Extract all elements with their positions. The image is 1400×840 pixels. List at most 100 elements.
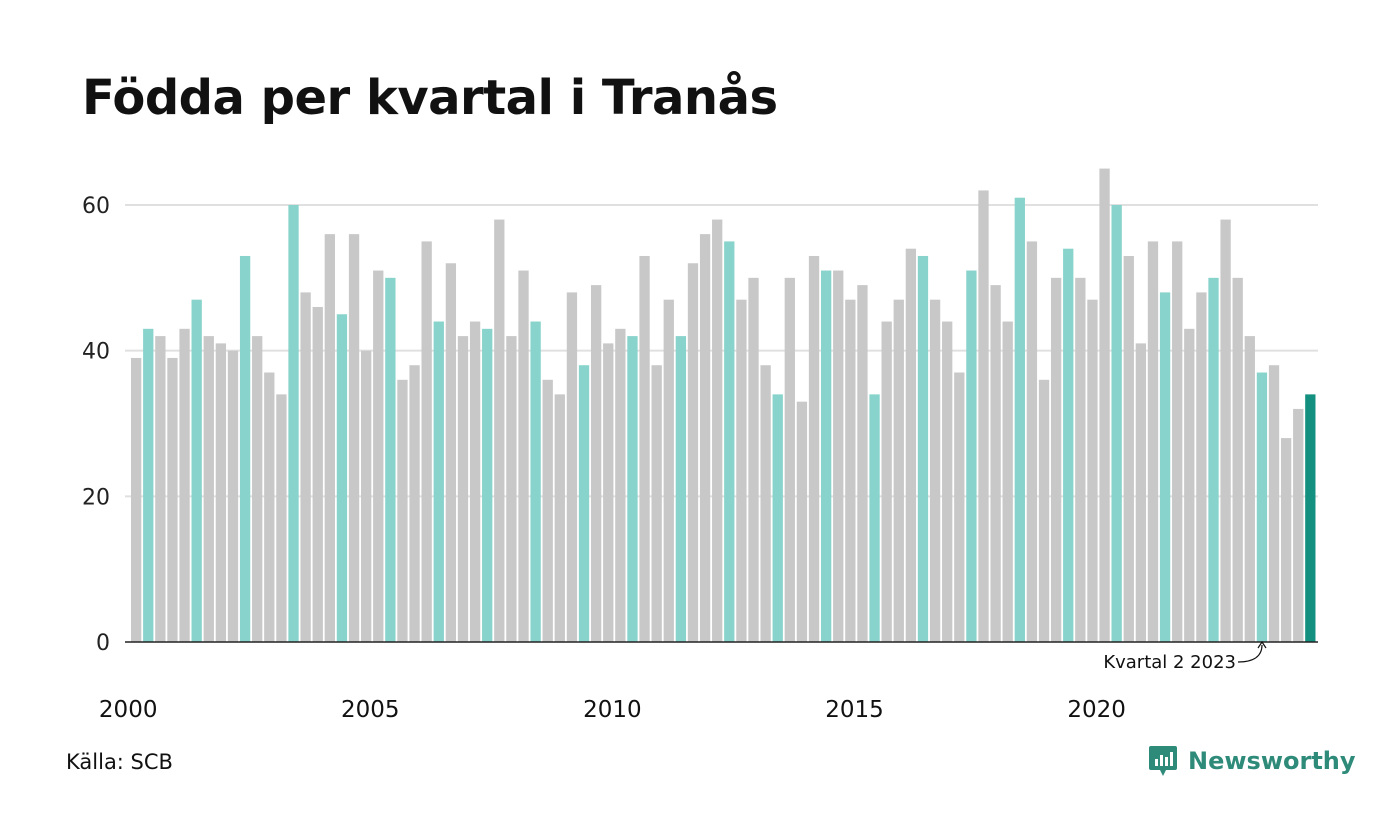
- bar: [590, 285, 602, 642]
- bar: [1063, 248, 1074, 642]
- bars: [131, 168, 1316, 643]
- bar: [167, 357, 178, 642]
- bar: [324, 234, 335, 642]
- x-tick-label: 2015: [825, 697, 884, 723]
- x-tick-label: 2000: [99, 697, 158, 723]
- bar: [264, 372, 275, 642]
- bar: [615, 328, 626, 642]
- bar: [893, 299, 904, 642]
- bar: [845, 299, 856, 642]
- bar: [469, 321, 481, 642]
- bar: [1002, 321, 1013, 642]
- bar: [131, 357, 142, 642]
- bar: [312, 306, 323, 642]
- y-axis-ticks: 0 20 40 60: [82, 194, 110, 656]
- bar: [457, 336, 469, 642]
- x-tick-label: 2020: [1067, 697, 1126, 723]
- bar: [336, 314, 348, 642]
- brand-name: Newsworthy: [1188, 747, 1356, 775]
- bar: [227, 350, 239, 642]
- bar: [252, 336, 263, 642]
- bar: [990, 285, 1001, 642]
- bar: [869, 394, 880, 642]
- bar: [1184, 328, 1195, 642]
- bar: [1196, 292, 1207, 642]
- bar: [433, 321, 444, 642]
- bar: [203, 336, 214, 642]
- bar: [857, 285, 868, 642]
- bar: [373, 270, 384, 642]
- bar: [1268, 365, 1280, 642]
- bar: [397, 379, 408, 642]
- bar: [760, 365, 771, 642]
- y-tick-label: 60: [82, 194, 110, 219]
- bar: [881, 321, 892, 642]
- bar: [1026, 241, 1038, 643]
- bar: [1232, 277, 1243, 642]
- bar: [1172, 241, 1183, 643]
- bar: [1014, 197, 1025, 642]
- bar: [578, 365, 590, 642]
- annotation-label: Kvartal 2 2023: [1103, 652, 1236, 673]
- bar: [1147, 241, 1159, 643]
- bar: [687, 263, 699, 642]
- x-tick-label: 2005: [341, 697, 400, 723]
- bar: [1135, 343, 1147, 642]
- source-note: Källa: SCB: [66, 750, 173, 774]
- newsworthy-logo-icon: [1149, 746, 1177, 776]
- bar: [155, 336, 166, 642]
- chart-title: Födda per kvartal i Tranås: [82, 70, 778, 126]
- bar: [651, 365, 662, 642]
- bar: [942, 321, 953, 642]
- bar: [1099, 168, 1110, 642]
- bar: [1256, 372, 1268, 642]
- bar: [1220, 219, 1231, 642]
- bar: [1293, 408, 1304, 642]
- bar: [566, 292, 578, 642]
- bar: [143, 328, 154, 642]
- bar: [736, 299, 747, 642]
- bar: [542, 379, 553, 642]
- bar: [627, 336, 638, 642]
- bar: [675, 336, 687, 642]
- bar: [820, 270, 832, 642]
- bar: [796, 401, 808, 642]
- bar: [385, 277, 396, 642]
- y-tick-label: 0: [96, 631, 110, 656]
- bar: [239, 255, 251, 643]
- bar: [929, 299, 941, 642]
- bar: [1123, 255, 1134, 643]
- bar: [1244, 336, 1255, 642]
- bar: [954, 372, 965, 642]
- annotation-arrowhead: [1257, 640, 1267, 649]
- bar: [808, 255, 820, 643]
- bar: [1075, 277, 1086, 642]
- bar: [215, 343, 227, 642]
- bar: [530, 321, 541, 642]
- bar: [518, 270, 529, 642]
- bar: [1111, 205, 1122, 642]
- bar: [917, 255, 929, 643]
- bar: [1208, 277, 1219, 642]
- bar: [748, 277, 759, 642]
- latest-annotation: Kvartal 2 2023: [1103, 640, 1267, 673]
- bar: [1050, 277, 1062, 642]
- bar: [833, 270, 844, 642]
- bar: [784, 277, 795, 642]
- bar: [639, 255, 650, 643]
- bar: [712, 219, 723, 642]
- bar: [361, 350, 372, 642]
- bar: [409, 365, 420, 642]
- bar: [1038, 379, 1050, 642]
- x-axis-ticks: 2000 2005 2010 2015 2020: [99, 697, 1126, 723]
- brand-logo[interactable]: Newsworthy: [1148, 744, 1356, 778]
- y-tick-label: 20: [82, 485, 110, 510]
- bar: [179, 328, 190, 642]
- bar: [445, 263, 457, 642]
- bar: [1280, 438, 1292, 642]
- bar: [772, 394, 783, 642]
- bar: [663, 299, 674, 642]
- x-tick-label: 2010: [583, 697, 642, 723]
- bar: [966, 270, 977, 642]
